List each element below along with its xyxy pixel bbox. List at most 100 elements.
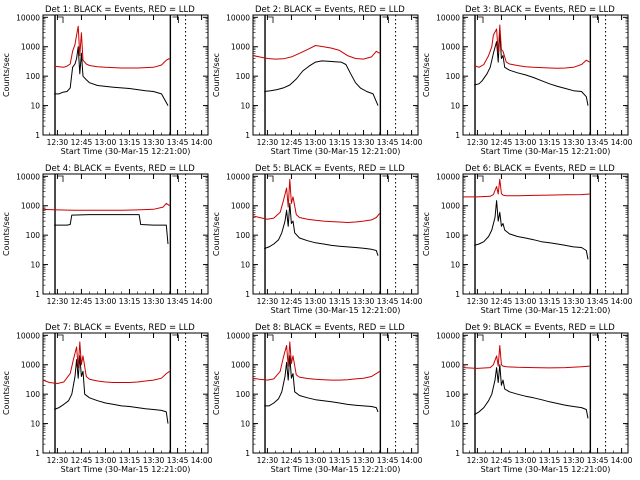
y-tick-label: 10000 xyxy=(226,331,250,340)
x-tick-label: 13:15 xyxy=(119,456,141,465)
y-tick-label: 1000 xyxy=(231,202,250,211)
x-tick-label: 13:30 xyxy=(353,297,375,306)
detector-panel-3: Det 3: BLACK = Events, RED = LLD 1 10 100 10… xyxy=(422,5,633,156)
x-tick-label: 13:30 xyxy=(143,138,165,147)
x-tick-label: 13:00 xyxy=(95,456,117,465)
y-tick-label: 100 xyxy=(446,390,461,399)
events-series-line xyxy=(54,46,169,106)
y-tick-label: 10000 xyxy=(16,331,40,340)
y-tick-label: 1000 xyxy=(231,43,250,52)
x-tick-label: 12:30 xyxy=(47,456,69,465)
x-tick-label: 13:30 xyxy=(563,456,585,465)
x-tick-label: 13:30 xyxy=(143,297,165,306)
x-tick-label: 12:30 xyxy=(257,138,279,147)
interval-bracket xyxy=(477,16,484,23)
y-tick-label: 10 xyxy=(30,102,40,111)
x-axis-label: Start Time (30-Mar-15 12:21:00) xyxy=(61,147,191,156)
detector-panel-2: Det 2: BLACK = Events, RED = LLD 1 10 100 10… xyxy=(212,5,423,156)
interval-bracket xyxy=(592,16,599,23)
x-tick-label: 12:30 xyxy=(47,138,69,147)
y-tick-label: 100 xyxy=(26,231,41,240)
y-tick-label: 10000 xyxy=(16,172,40,181)
interval-bracket xyxy=(172,334,179,341)
x-tick-label: 14:00 xyxy=(611,138,633,147)
x-axis-label: Start Time (30-Mar-15 12:21:00) xyxy=(481,147,611,156)
y-axis-label: Counts/sec xyxy=(2,371,11,415)
events-series-line xyxy=(54,355,169,424)
panel-title: Det 9: BLACK = Events, RED = LLD xyxy=(465,323,615,333)
y-minor-ticks xyxy=(253,177,418,286)
x-tick-label: 14:00 xyxy=(611,456,633,465)
lld-series-line xyxy=(252,341,380,381)
x-tick-label: 12:45 xyxy=(281,456,303,465)
events-series-line xyxy=(473,364,589,419)
plot-frame xyxy=(252,173,419,295)
x-tick-label: 13:00 xyxy=(95,297,117,306)
x-tick-label: 13:30 xyxy=(143,456,165,465)
y-minor-ticks xyxy=(253,336,418,445)
y-tick-label: 1 xyxy=(245,290,250,299)
y-tick-label: 1000 xyxy=(21,202,40,211)
y-tick-label: 10 xyxy=(240,261,250,270)
x-tick-label: 14:00 xyxy=(401,297,423,306)
x-tick-label: 13:00 xyxy=(305,456,327,465)
y-tick-label: 100 xyxy=(446,72,461,81)
lld-series-line xyxy=(463,178,590,198)
x-tick-label: 14:00 xyxy=(191,297,213,306)
interval-bracket xyxy=(592,175,599,182)
lld-series-line xyxy=(252,45,380,60)
panel-title: Det 6: BLACK = Events, RED = LLD xyxy=(465,164,615,174)
y-tick-label: 100 xyxy=(236,72,251,81)
y-tick-label: 10000 xyxy=(436,13,460,22)
interval-bracket xyxy=(267,175,274,182)
y-tick-label: 1 xyxy=(35,290,40,299)
y-axis-label: Counts/sec xyxy=(422,53,431,97)
y-minor-ticks xyxy=(463,18,628,127)
y-tick-label: 10000 xyxy=(16,13,40,22)
panel-title: Det 2: BLACK = Events, RED = LLD xyxy=(255,5,405,15)
x-tick-label: 12:30 xyxy=(47,297,69,306)
events-series-line xyxy=(54,214,169,245)
y-tick-label: 10 xyxy=(450,102,460,111)
x-tick-label: 13:30 xyxy=(563,138,585,147)
interval-bracket xyxy=(382,334,389,341)
x-axis-label: Start Time (30-Mar-15 12:21:00) xyxy=(61,465,191,474)
x-tick-label: 12:45 xyxy=(281,297,303,306)
x-tick-label: 12:45 xyxy=(71,456,93,465)
plot-frame xyxy=(252,14,419,136)
y-tick-label: 1000 xyxy=(441,361,460,370)
x-tick-label: 13:45 xyxy=(377,138,399,147)
interval-bracket xyxy=(57,16,64,23)
y-minor-ticks xyxy=(43,18,208,127)
events-series-line xyxy=(264,355,379,413)
y-axis-label: Counts/sec xyxy=(422,371,431,415)
x-tick-label: 12:45 xyxy=(71,297,93,306)
interval-bracket xyxy=(592,334,599,341)
x-tick-label: 13:15 xyxy=(539,297,561,306)
plot-frame xyxy=(462,14,629,136)
x-tick-label: 13:30 xyxy=(563,297,585,306)
interval-bracket xyxy=(382,16,389,23)
y-tick-label: 10 xyxy=(240,102,250,111)
lld-series-line xyxy=(42,341,170,384)
y-tick-label: 10000 xyxy=(226,13,250,22)
events-series-line xyxy=(474,32,589,106)
y-tick-label: 10 xyxy=(450,420,460,429)
y-axis-label: Counts/sec xyxy=(422,212,431,256)
detector-panel-6: Det 6: BLACK = Events, RED = LLD 1 10 100 10… xyxy=(422,164,633,315)
y-tick-label: 1000 xyxy=(441,202,460,211)
x-axis-label: Start Time (30-Mar-15 12:21:00) xyxy=(271,465,401,474)
x-tick-label: 12:30 xyxy=(467,138,489,147)
x-tick-label: 12:45 xyxy=(491,456,513,465)
interval-bracket xyxy=(477,175,484,182)
interval-bracket xyxy=(477,334,484,341)
interval-bracket xyxy=(172,16,179,23)
y-tick-label: 1000 xyxy=(21,361,40,370)
y-tick-label: 10000 xyxy=(436,172,460,181)
lld-series-line xyxy=(462,345,590,369)
interval-bracket xyxy=(172,175,179,182)
x-tick-label: 13:30 xyxy=(353,138,375,147)
panel-title: Det 1: BLACK = Events, RED = LLD xyxy=(45,5,195,15)
y-tick-label: 1000 xyxy=(441,43,460,52)
y-axis-label: Counts/sec xyxy=(212,371,221,415)
